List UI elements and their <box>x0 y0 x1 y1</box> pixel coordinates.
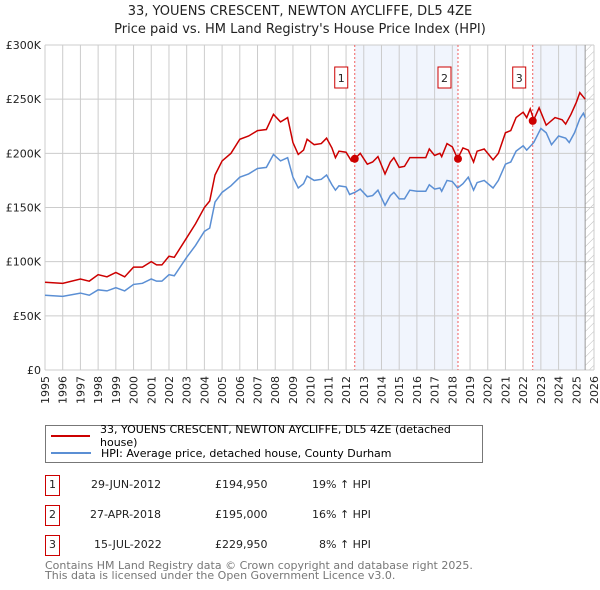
sale-date: 29-JUN-2012 <box>91 478 162 491</box>
x-tick-label: 2010 <box>305 376 318 404</box>
y-tick-label: £300K <box>6 39 42 52</box>
x-tick-label: 2025 <box>570 376 583 404</box>
legend-item-hpi: HPI: Average price, detached house, Coun… <box>46 445 392 461</box>
sale-hpi: 16% ↑ HPI <box>312 508 371 521</box>
sale-badge: 2 <box>45 505 60 526</box>
x-tick-label: 2002 <box>163 376 176 404</box>
y-tick-label: £0 <box>27 364 41 377</box>
sale-price: £195,000 <box>215 508 268 521</box>
x-tick-label: 1997 <box>74 376 87 404</box>
sale-label-box <box>437 66 452 89</box>
x-tick-label: 2003 <box>181 376 194 404</box>
x-tick-label: 2023 <box>535 376 548 404</box>
sale-price: £229,950 <box>215 538 268 551</box>
x-tick-label: 2005 <box>216 376 229 404</box>
x-tick-label: 2013 <box>358 376 371 404</box>
legend-label: HPI: Average price, detached house, Coun… <box>101 446 392 460</box>
hpi-line <box>44 111 586 298</box>
sale-point <box>350 154 359 163</box>
y-tick-label: £150K <box>6 202 42 215</box>
sale-price: £194,950 <box>215 478 268 491</box>
x-tick-label: 1998 <box>92 376 105 404</box>
x-tick-label: 2009 <box>287 376 300 404</box>
sale-label-box <box>334 66 349 89</box>
sale-row: 1 29-JUN-2012 £194,950 19% ↑ HPI <box>45 475 445 496</box>
chart-subtitle: Price paid vs. HM Land Registry's House … <box>114 22 486 37</box>
sale-hpi: 8% ↑ HPI <box>319 538 371 551</box>
x-tick-label: 2018 <box>446 376 459 404</box>
x-tick-label: 2012 <box>340 376 353 404</box>
footer: Contains HM Land Registry data © Crown c… <box>45 559 473 582</box>
sale-date: 15-JUL-2022 <box>94 538 162 551</box>
x-tick-label: 1995 <box>39 376 52 404</box>
sale-point <box>453 154 462 163</box>
y-tick-label: £200K <box>6 147 42 160</box>
y-tick-label: £50K <box>13 310 42 323</box>
sale-label-box <box>512 66 527 89</box>
sale-badge: 1 <box>45 475 60 496</box>
x-tick-label: 2015 <box>393 376 406 404</box>
sale-row: 2 27-APR-2018 £195,000 16% ↑ HPI <box>45 505 445 526</box>
x-tick-label: 2017 <box>429 376 442 404</box>
x-tick-label: 2020 <box>482 376 495 404</box>
legend-label: 33, YOUENS CRESCENT, NEWTON AYCLIFFE, DL… <box>100 423 451 449</box>
legend-swatch-blue <box>51 452 91 454</box>
price-paid-line <box>44 91 586 285</box>
x-tick-label: 2004 <box>198 376 211 404</box>
x-tick-label: 2022 <box>517 376 530 404</box>
legend: 33, YOUENS CRESCENT, NEWTON AYCLIFFE, DL… <box>45 423 483 463</box>
x-tick-label: 2024 <box>553 376 566 404</box>
x-tick-label: 2000 <box>128 376 141 404</box>
sale-label: 2 <box>441 72 448 85</box>
sale-label: 3 <box>516 72 523 85</box>
sale-date: 27-APR-2018 <box>90 508 162 521</box>
footer-licence: This data is licensed under the Open Gov… <box>45 569 396 582</box>
x-tick-label: 2001 <box>145 376 158 404</box>
sale-badge: 3 <box>45 535 60 556</box>
y-tick-label: £100K <box>6 256 42 269</box>
x-tick-label: 2014 <box>375 376 388 404</box>
footer-copyright: Contains HM Land Registry data © Crown c… <box>45 559 473 572</box>
x-tick-label: 2007 <box>252 376 265 404</box>
x-tick-label: 1996 <box>57 376 70 404</box>
sale-point <box>528 116 537 125</box>
sale-row: 3 15-JUL-2022 £229,950 8% ↑ HPI <box>45 535 445 556</box>
x-tick-label: 2021 <box>499 376 512 404</box>
y-tick-label: £250K <box>6 93 42 106</box>
x-tick-label: 2008 <box>269 376 282 404</box>
chart-title: 33, YOUENS CRESCENT, NEWTON AYCLIFFE, DL… <box>127 4 473 19</box>
x-tick-label: 1999 <box>110 376 123 404</box>
legend-item-property: 33, YOUENS CRESCENT, NEWTON AYCLIFFE, DL… <box>46 423 482 449</box>
x-tick-label: 2006 <box>234 376 247 404</box>
sale-hpi: 19% ↑ HPI <box>312 478 371 491</box>
x-tick-label: 2016 <box>411 376 424 404</box>
sale-label: 1 <box>338 72 345 85</box>
x-tick-label: 2011 <box>322 376 335 404</box>
x-tick-label: 2019 <box>464 376 477 404</box>
x-tick-label: 2026 <box>588 376 600 404</box>
legend-swatch-red <box>51 435 90 437</box>
plot-area: 1995 1996 1997 1998 1999 2000 2001 2002 2003 2004… <box>6 39 600 404</box>
